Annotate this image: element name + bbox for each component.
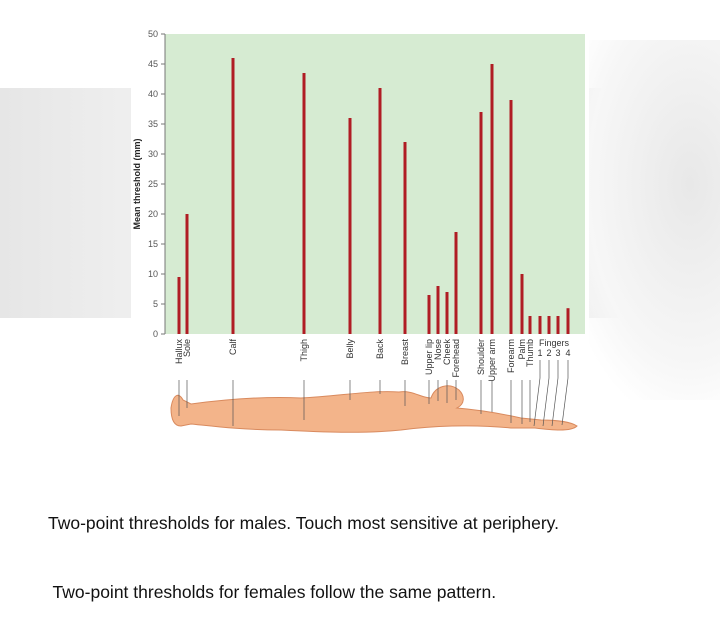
bar-0 [177,277,181,334]
x-tick-label-14: Palm [517,339,527,360]
bar-7 [427,295,431,334]
leader-line-lower-18 [551,377,559,427]
x-tick-label-finger-4: 4 [565,348,570,358]
x-tick-label-2: Calf [228,339,238,356]
x-tick-label-4: Belly [345,339,355,359]
y-tick-label-5: 25 [148,179,158,189]
bar-18 [556,316,560,334]
caption-line-2: Two-point thresholds for females follow … [48,582,497,602]
x-tick-label-5: Back [375,339,385,360]
x-tick-label-15: Thumb [525,339,535,367]
figure-panel: 0 5 10 15 20 25 30 35 40 45 50 Mean threshold (mm) H… [131,28,589,440]
y-tick-label-2: 10 [148,269,158,279]
x-tick-label-finger-3: 3 [555,348,560,358]
plot-area [165,34,585,334]
leader-line-lower-17 [542,377,550,427]
y-tick-label-10: 50 [148,29,158,39]
bar-3 [302,73,306,334]
x-tick-label-6: Breast [400,339,410,366]
x-tick-label-8: Nose [433,339,443,360]
bar-14 [520,274,524,334]
x-tick-label-0: Hallux [174,339,184,365]
leader-line-lower-19 [561,377,569,426]
y-tick-label-4: 20 [148,209,158,219]
caption-line-1: Two-point thresholds for males. Touch mo… [48,513,559,533]
bar-19 [566,308,570,334]
x-tick-label-finger-1: 1 [537,348,542,358]
leader-line-lower-16 [533,377,541,427]
y-tick-label-0: 0 [153,329,158,339]
y-tick-label-9: 45 [148,59,158,69]
bar-11 [479,112,483,334]
threshold-chart: 0 5 10 15 20 25 30 35 40 45 50 Mean threshold (mm) H… [132,29,585,433]
bar-4 [348,118,352,334]
y-tick-label-8: 40 [148,89,158,99]
x-tick-label-3: Thigh [299,339,309,362]
bar-1 [185,214,189,334]
y-tick-label-3: 15 [148,239,158,249]
x-tick-label-7: Upper lip [424,339,434,375]
x-tick-label-13: Forearm [506,339,516,373]
bar-12 [490,64,494,334]
bar-13 [509,100,513,334]
y-tick-label-6: 30 [148,149,158,159]
y-tick-label-1: 5 [153,299,158,309]
bar-6 [403,142,407,334]
x-tick-label-finger-2: 2 [546,348,551,358]
slide-caption: Two-point thresholds for males. Touch mo… [48,466,688,627]
bar-16 [538,316,542,334]
x-tick-label-11: Shoulder [476,339,486,375]
bar-10 [454,232,458,334]
bar-2 [231,58,235,334]
body-silhouette [170,385,578,433]
x-tick-label-1: Sole [182,339,192,357]
x-tick-label-10: Forehead [451,339,461,378]
bar-5 [378,88,382,334]
fingers-group-label: Fingers [539,338,570,348]
bar-15 [528,316,532,334]
x-tick-label-9: Cheek [442,339,452,366]
bar-8 [436,286,440,334]
y-tick-label-7: 35 [148,119,158,129]
background-shape [570,40,720,400]
x-tick-label-12: Upper arm [487,339,497,382]
bar-9 [445,292,449,334]
y-axis-title: Mean threshold (mm) [132,138,142,229]
bar-17 [547,316,551,334]
